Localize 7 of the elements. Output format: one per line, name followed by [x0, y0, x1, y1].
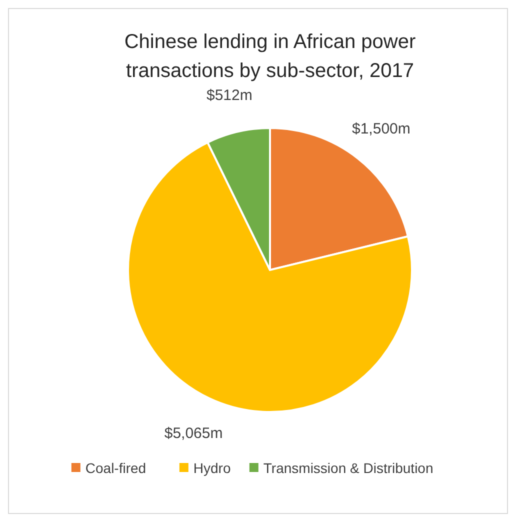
legend-label: Transmission & Distribution [263, 460, 434, 476]
data-label: $5,065m [164, 425, 223, 442]
data-label: $1,500m [352, 120, 410, 138]
legend-label: Hydro [193, 460, 231, 476]
chart-title: Chinese lending in African power transactions by sub-sector, 2017 [124, 31, 416, 82]
data-label: $512m [206, 86, 252, 104]
legend-label: Coal-fired [85, 460, 146, 476]
